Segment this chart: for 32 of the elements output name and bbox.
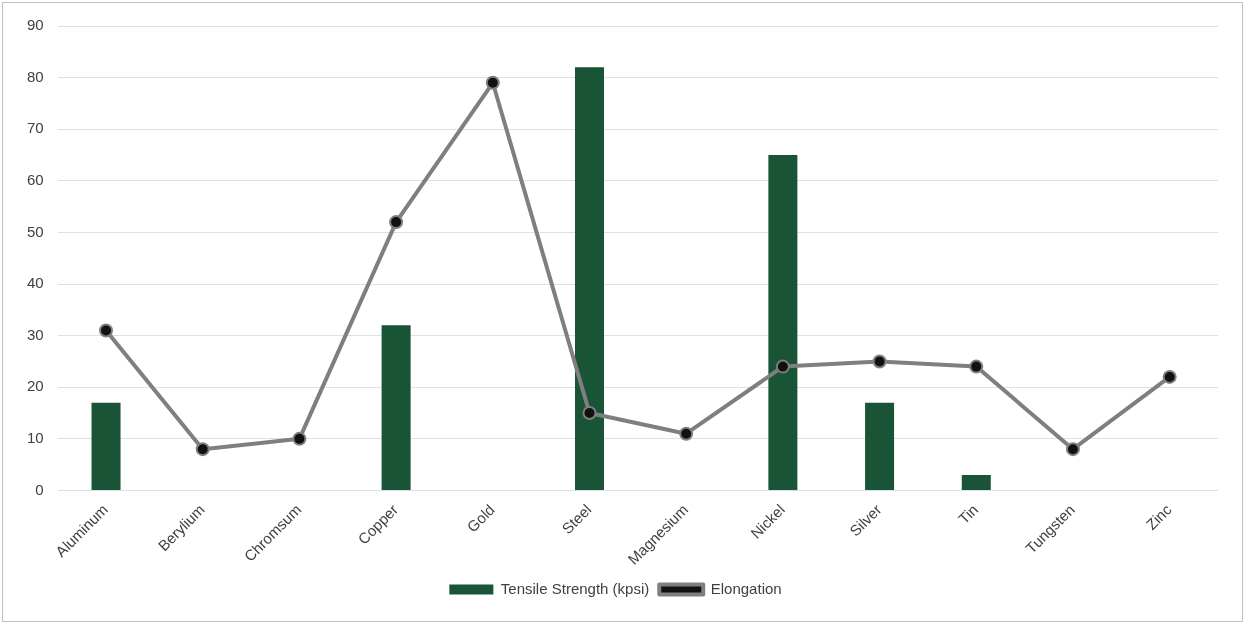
y-tick-label: 0 [35, 480, 44, 498]
point [582, 406, 597, 421]
bar [91, 402, 121, 490]
y-tick-label: 30 [27, 325, 44, 343]
x-tick-label: Tin [954, 500, 982, 528]
point [99, 323, 114, 338]
legend-label: Elongation [710, 579, 782, 597]
point [292, 431, 307, 446]
point [775, 359, 790, 374]
bar [768, 155, 798, 490]
y-tick-label: 40 [27, 274, 44, 292]
bar [574, 67, 604, 490]
x-tick-label: Zinc [1142, 500, 1176, 533]
y-tick-label: 90 [27, 16, 44, 34]
point [1065, 442, 1080, 457]
legend-label: Tensile Strength (kpsi) [500, 579, 650, 597]
point [872, 354, 887, 369]
y-tick-label: 80 [27, 67, 44, 85]
bar [381, 325, 411, 490]
y-tick-label: 20 [27, 377, 44, 395]
bar [961, 474, 991, 490]
point [485, 75, 500, 90]
point [1162, 369, 1177, 384]
point [679, 426, 694, 441]
point [969, 359, 984, 374]
bar [865, 402, 895, 490]
y-tick-label: 70 [27, 119, 44, 137]
point [195, 442, 210, 457]
y-tick-label: 60 [27, 170, 44, 188]
y-tick-label: 10 [27, 428, 44, 446]
point [389, 215, 404, 230]
y-tick-label: 50 [27, 222, 44, 240]
